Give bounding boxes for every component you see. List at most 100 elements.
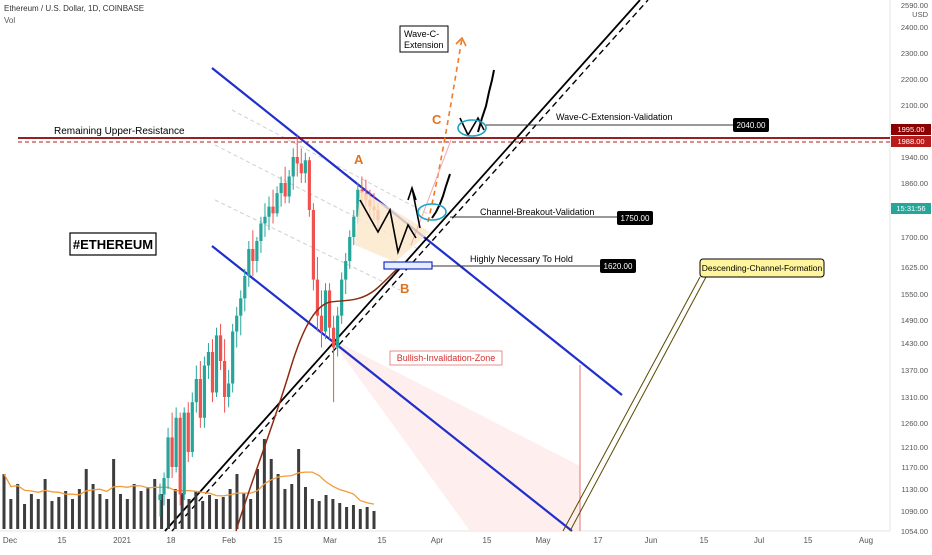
candle-body [356, 189, 360, 217]
hold-label: Highly Necessary To Hold [470, 254, 573, 264]
candle-body [259, 223, 263, 241]
hold-zone-box [383, 261, 433, 270]
volume-bar [331, 499, 335, 529]
candle-body [287, 176, 291, 197]
candle-body [170, 437, 174, 467]
volume-bar [57, 497, 61, 529]
price-tick-label: 1260.00 [901, 419, 928, 428]
candle-body [239, 298, 243, 316]
volume-bar [338, 503, 342, 529]
time-tick-label: 17 [594, 536, 603, 545]
time-tick-label: 15 [274, 536, 283, 545]
wave-c-arrowhead [455, 36, 467, 47]
time-tick-label: Mar [323, 536, 337, 545]
time-tick-label: May [535, 536, 550, 545]
candle-body [279, 183, 283, 194]
price-tick-label: 1370.00 [901, 366, 928, 375]
candle-body [255, 241, 259, 261]
breakout-ellipse [417, 203, 447, 221]
candle-body [214, 335, 219, 393]
candle-body [231, 331, 235, 384]
price-tick-label: 1170.00 [901, 463, 928, 472]
price-tick-label: 1700.00 [901, 233, 928, 242]
volume-bar [84, 469, 88, 529]
projected-path-2 [477, 69, 495, 133]
candle-body [315, 279, 320, 316]
price-tick-label: 1625.00 [901, 263, 928, 272]
volume-bar [365, 507, 369, 529]
candle-body [182, 412, 186, 495]
volume-bar [91, 484, 95, 529]
candle-body [344, 261, 348, 280]
volume-bar [160, 494, 164, 529]
candle-body [291, 157, 295, 177]
candle-body [198, 379, 202, 418]
volume-bar [16, 484, 20, 529]
time-tick-label: 15 [483, 536, 492, 545]
candle-body [348, 237, 352, 261]
volume-bar [221, 497, 225, 529]
wave-c-thin-line [410, 139, 452, 246]
volume-bar [269, 459, 273, 529]
descending-callout-line-2 [569, 276, 707, 532]
price-axis-top: 2590.00 [901, 1, 928, 10]
time-tick-label: 15 [58, 536, 67, 545]
invalidation-zone-label: Bullish-Invalidation-Zone [397, 353, 496, 363]
candle-body [206, 352, 211, 366]
volume-bar [9, 499, 13, 529]
countdown-text: 15:31:56 [896, 204, 925, 213]
breakout-label: Channel-Breakout-Validation [480, 207, 594, 217]
candle-body [162, 478, 166, 495]
candle-body [323, 290, 328, 332]
time-tick-label: Jun [645, 536, 658, 545]
volume-bar [29, 494, 33, 529]
candle-body [178, 417, 182, 495]
descending-callout-line-1 [562, 276, 701, 532]
symbol-header: Ethereum / U.S. Dollar, 1D, COINBASE [4, 4, 144, 13]
time-tick-label: 2021 [113, 536, 131, 545]
volume-bar [324, 495, 328, 529]
wave-label-b: B [400, 281, 409, 296]
price-tick-label: 1550.00 [901, 290, 928, 299]
marker-upper-badge [891, 124, 931, 135]
volume-bar [249, 499, 253, 529]
candle-body [299, 163, 303, 174]
descending-channel-label: Descending-Channel-Formation [702, 263, 823, 273]
marker-upper-text: 1995.00 [897, 125, 924, 134]
candle-body [327, 290, 332, 328]
candle-body [247, 249, 251, 276]
wave-label-c: C [432, 112, 442, 127]
invalidation-zone-fill [330, 338, 580, 531]
candle-body [271, 206, 275, 214]
volume-bar [303, 487, 307, 529]
hold-price-text: 1620.00 [604, 262, 633, 271]
wave-c-extension-line-1: Wave-C- [404, 29, 439, 39]
time-tick-label: 15 [804, 536, 813, 545]
ethereum-tag-box [69, 232, 157, 256]
zigzag-stem [411, 187, 421, 229]
candle-body [336, 315, 340, 348]
candle-body [295, 157, 299, 164]
volume-bar [228, 489, 232, 529]
marker-lower-badge [891, 136, 931, 147]
candle-body [340, 279, 344, 316]
wave-c-price-badge [733, 118, 769, 132]
ascending-trendline-dashed [171, 0, 649, 532]
volume-bar [118, 494, 122, 529]
time-tick-label: 15 [700, 536, 709, 545]
candle-body [307, 160, 311, 210]
candle-body [218, 335, 223, 361]
candle-body [283, 183, 287, 197]
wave-c-ellipse [457, 119, 487, 137]
candle-body [166, 437, 170, 478]
price-tick-label: 2300.00 [901, 49, 928, 58]
volume-bar [180, 493, 184, 529]
volume-bar [36, 499, 40, 529]
marker-lower-text: 1988.00 [897, 137, 924, 146]
countdown-badge [891, 203, 931, 214]
volume-bar [208, 495, 212, 529]
volume-bar [351, 505, 355, 529]
candle-body [222, 361, 227, 397]
breakout-price-badge [617, 211, 653, 225]
